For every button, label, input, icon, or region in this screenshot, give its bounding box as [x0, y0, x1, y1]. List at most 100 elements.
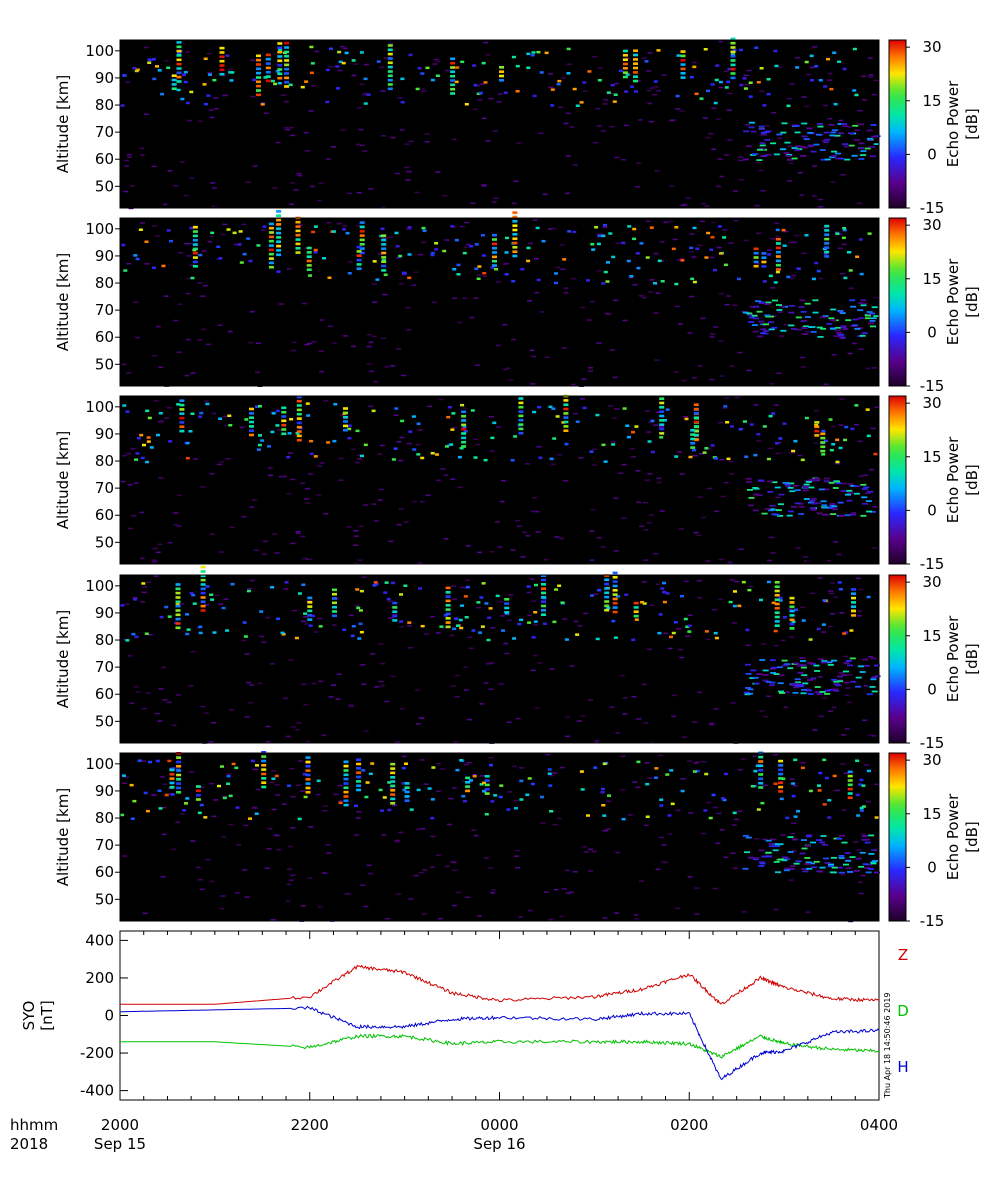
echo-cell [381, 247, 387, 250]
colorbar-tick-label: 30 [922, 394, 941, 412]
echo-cell [714, 510, 720, 513]
echo-cell [759, 598, 763, 602]
echo-cell [451, 585, 457, 587]
echo-cell [161, 833, 167, 836]
echo-cell [356, 784, 362, 787]
echo-cell [343, 407, 348, 410]
echo-cell [492, 233, 497, 237]
echo-cell [381, 243, 387, 246]
echo-cell [765, 681, 772, 683]
echo-cell [557, 79, 562, 83]
echo-cell [791, 449, 796, 453]
echo-cell [710, 83, 715, 86]
echo-cell [705, 136, 711, 139]
echo-cell [390, 789, 396, 792]
echo-cell [856, 814, 861, 817]
echo-cell [451, 861, 457, 864]
echo-cell [691, 377, 697, 379]
echo-cell [504, 598, 510, 601]
echo-cell [680, 67, 686, 71]
echo-cell [663, 221, 669, 224]
echo-cell [701, 832, 706, 835]
echo-cell [770, 552, 776, 554]
echo-cell [804, 416, 809, 420]
echo-cell [713, 631, 718, 635]
echo-cell [595, 413, 600, 417]
echo-cell [249, 416, 254, 419]
echo-cell [657, 631, 662, 635]
echo-cell [704, 205, 710, 207]
echo-cell [404, 790, 410, 794]
echo-cell [744, 851, 750, 854]
echo-cell [319, 319, 325, 321]
echo-cell [347, 424, 352, 427]
echo-cell [761, 252, 767, 255]
echo-cell [192, 602, 197, 605]
echo-cell [872, 860, 879, 862]
echo-cell [768, 414, 773, 418]
echo-cell [855, 577, 861, 580]
echo-cell [388, 617, 394, 619]
echo-cell [516, 142, 522, 144]
echo-cell [223, 598, 229, 600]
echo-cell [327, 276, 332, 279]
echo-cell [450, 66, 456, 69]
echo-cell [839, 612, 845, 614]
echo-cell [601, 234, 606, 238]
echo-cell [398, 283, 404, 285]
colorbar-label: Echo Power [944, 258, 962, 345]
echo-cell [671, 631, 676, 635]
echo-cell [816, 627, 821, 631]
echo-cell [319, 462, 325, 464]
echo-cell [200, 596, 206, 599]
echo-cell [133, 482, 139, 484]
colorbar-tick-label: 15 [922, 270, 941, 288]
echo-cell [332, 610, 337, 613]
echo-cell [139, 511, 145, 514]
echo-cell [814, 65, 819, 68]
echo-cell [744, 83, 750, 86]
echo-cell [645, 256, 650, 259]
echo-cell [801, 96, 807, 98]
echo-cell [861, 488, 868, 491]
colorbar [888, 574, 907, 744]
echo-cell [123, 776, 129, 778]
echo-cell [249, 506, 255, 508]
echo-cell [793, 439, 798, 443]
echo-cell [645, 410, 650, 412]
echo-cell [306, 259, 312, 263]
echo-cell [536, 50, 541, 54]
echo-cell [821, 139, 827, 142]
echo-cell [219, 68, 225, 72]
echo-cell [564, 638, 569, 641]
echo-cell [296, 412, 302, 416]
echo-cell [219, 55, 225, 59]
echo-cell [123, 190, 129, 193]
echo-cell [836, 866, 843, 869]
colorbar-tick-label: -15 [920, 555, 945, 573]
echo-cell [680, 259, 685, 262]
echo-cell [775, 270, 780, 274]
echo-cell [706, 231, 711, 235]
echo-cell [807, 662, 814, 664]
y-tick-label: 70 [95, 123, 114, 141]
echo-cell [277, 50, 283, 54]
echo-cell [346, 192, 352, 195]
echo-cell [776, 304, 782, 306]
echo-cell [804, 845, 811, 847]
echo-cell [873, 79, 879, 82]
echo-cell [700, 317, 706, 320]
echo-cell [419, 717, 425, 719]
echo-cell [699, 453, 704, 455]
echo-cell [537, 405, 542, 409]
echo-cell [473, 297, 479, 299]
echo-cell [141, 707, 147, 710]
echo-cell [295, 247, 301, 250]
echo-cell [166, 701, 172, 704]
echo-cell [719, 829, 725, 831]
echo-cell [499, 74, 504, 78]
echo-cell [841, 123, 848, 125]
echo-cell [563, 412, 569, 415]
echo-cell [343, 415, 348, 419]
echo-cell [738, 156, 744, 158]
